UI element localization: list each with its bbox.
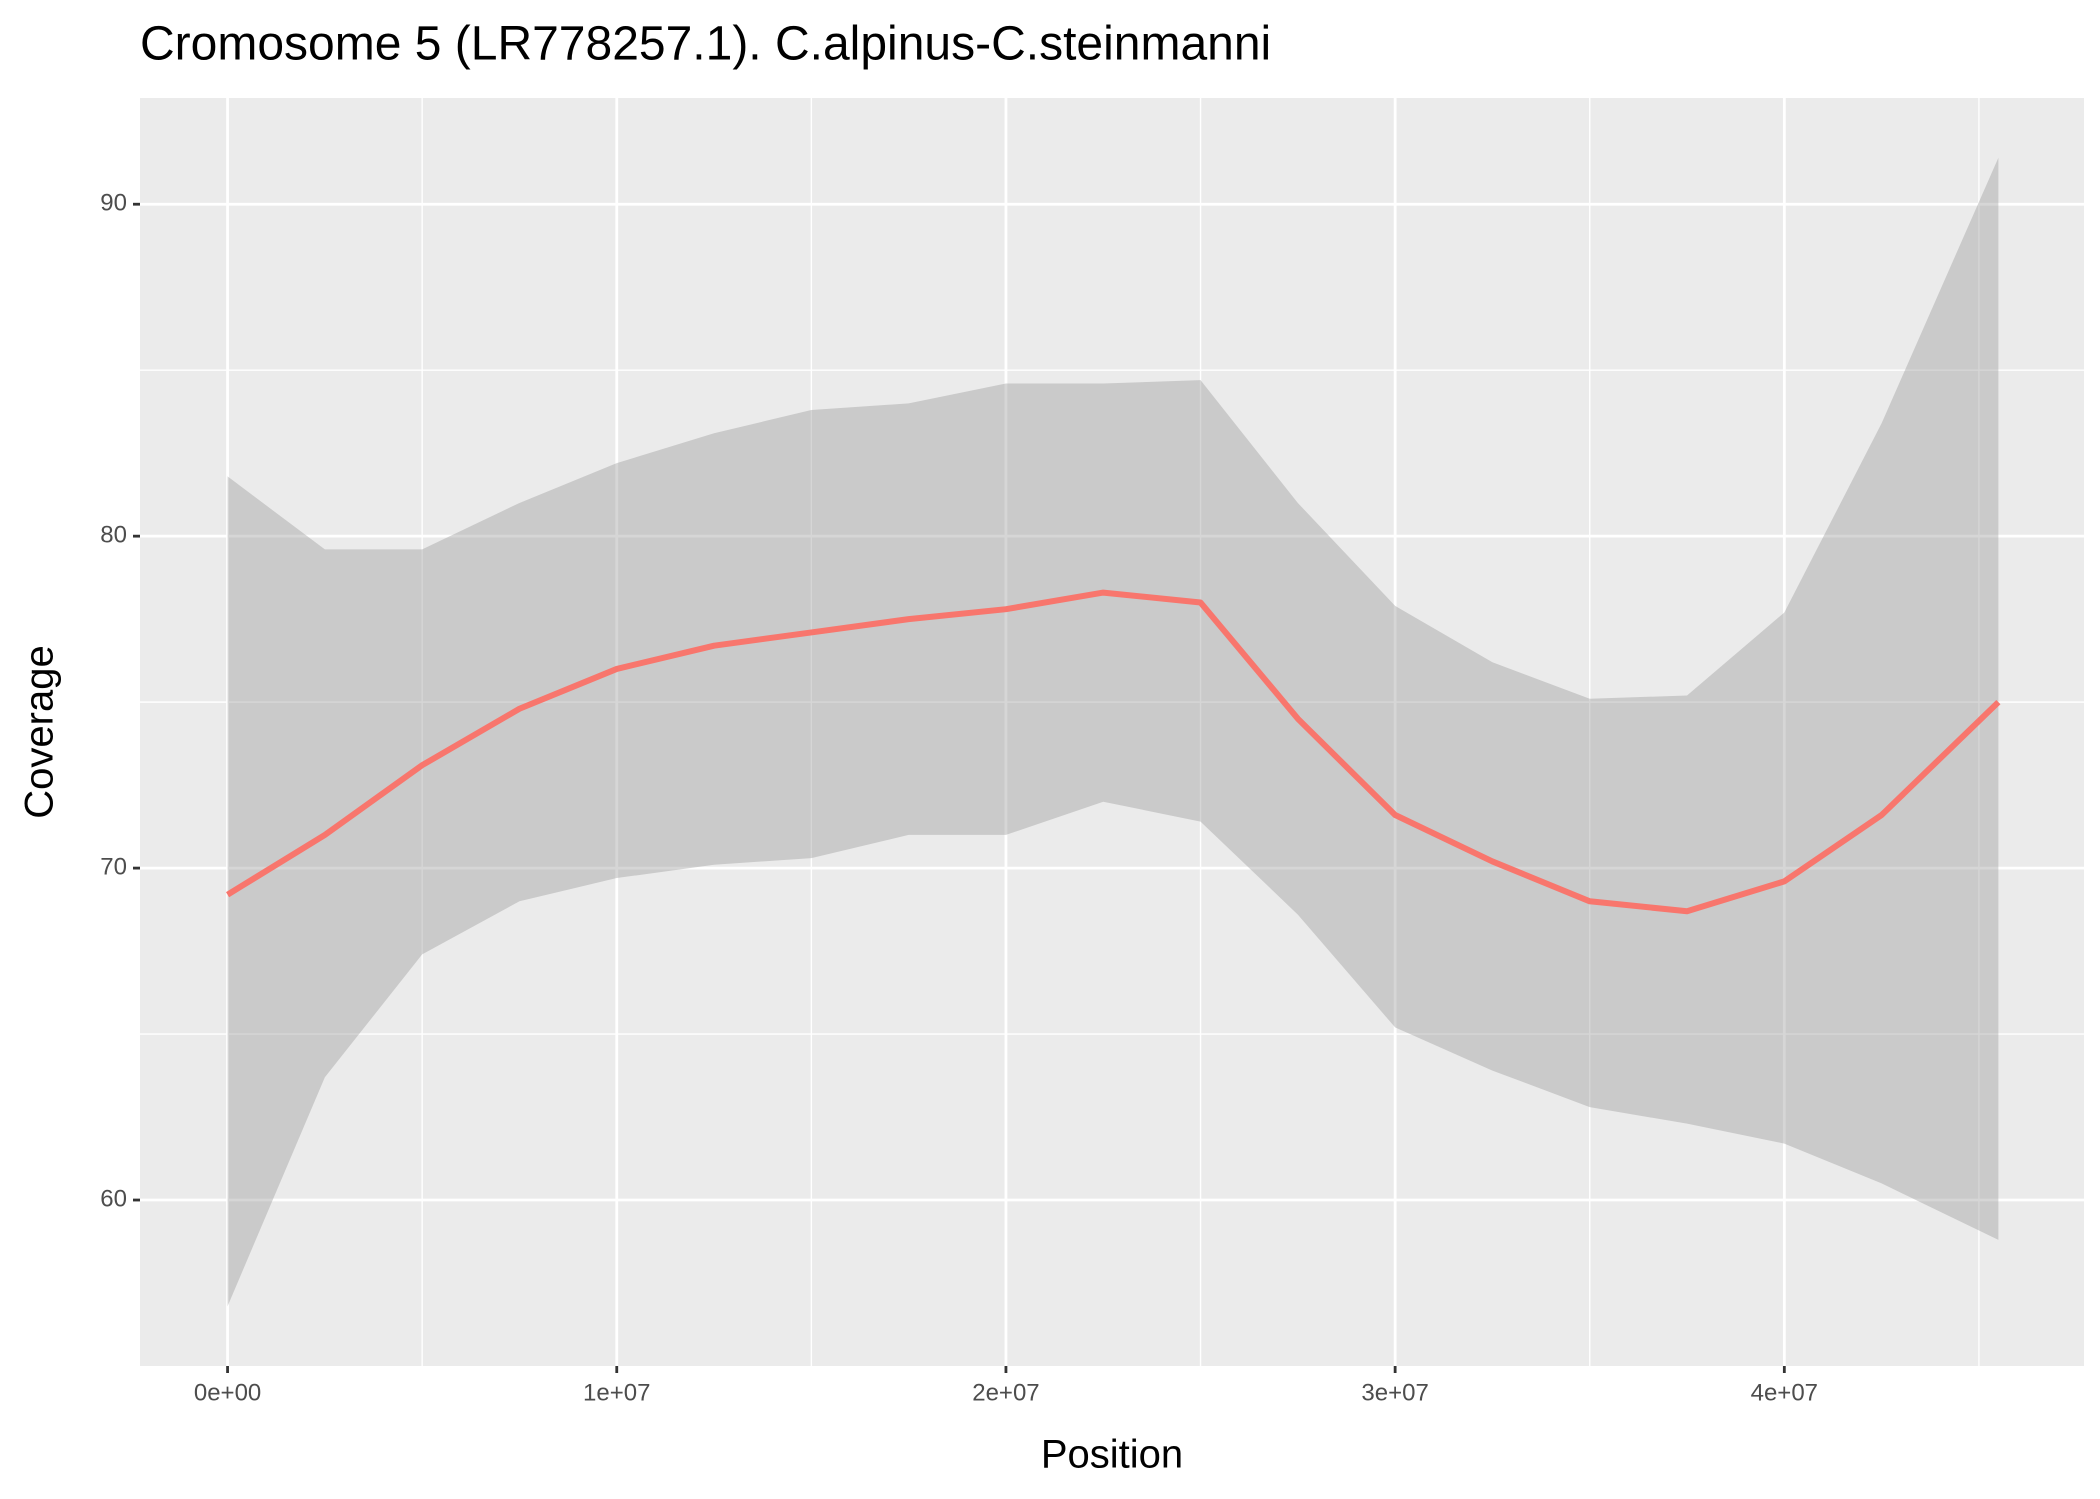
y-tick-label: 60 [100, 1185, 127, 1212]
y-tick-label: 80 [100, 522, 127, 549]
x-tick-label: 3e+07 [1361, 1379, 1428, 1406]
smooth-line [225, 589, 2001, 915]
y-axis-title: Coverage [18, 645, 62, 818]
x-tick-label: 4e+07 [1751, 1379, 1818, 1406]
x-tick-label: 2e+07 [972, 1379, 1039, 1406]
y-tick-label: 90 [100, 190, 127, 217]
chart-title: Cromosome 5 (LR778257.1). C.alpinus-C.st… [140, 18, 1271, 71]
x-axis-title: Position [1041, 1433, 1183, 1477]
x-tick-label: 1e+07 [583, 1379, 650, 1406]
y-tick-label: 70 [100, 853, 127, 880]
panel [140, 98, 2084, 1366]
confidence-band [227, 157, 1999, 1307]
x-tick-label: 0e+00 [194, 1379, 261, 1406]
